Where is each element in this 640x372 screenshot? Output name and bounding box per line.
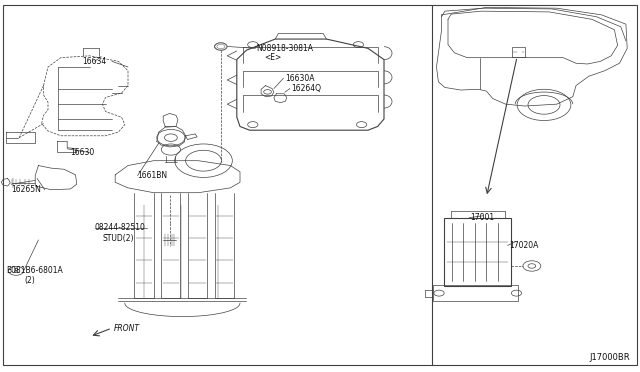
Text: <E>: <E> (264, 53, 282, 62)
Text: 16264Q: 16264Q (291, 84, 321, 93)
Text: 17001: 17001 (470, 213, 495, 222)
Text: 16634: 16634 (82, 57, 106, 66)
Text: B: B (13, 268, 19, 274)
Text: FRONT: FRONT (114, 324, 140, 333)
Text: 1661BN: 1661BN (138, 171, 168, 180)
Bar (512, 47, 525, 57)
Text: 16630: 16630 (70, 148, 95, 157)
Text: N08918-3081A: N08918-3081A (256, 44, 313, 53)
Text: 08244-82510: 08244-82510 (95, 223, 145, 232)
Bar (444, 218, 511, 286)
Text: (2): (2) (24, 276, 35, 285)
Text: 16630A: 16630A (285, 74, 314, 83)
Text: 17020A: 17020A (509, 241, 538, 250)
Text: 16265N: 16265N (12, 185, 42, 194)
Text: B081B6-6801A: B081B6-6801A (6, 266, 63, 275)
Text: STUD(2): STUD(2) (102, 234, 134, 243)
Bar (433, 285, 518, 301)
Text: J17000BR: J17000BR (590, 353, 630, 362)
